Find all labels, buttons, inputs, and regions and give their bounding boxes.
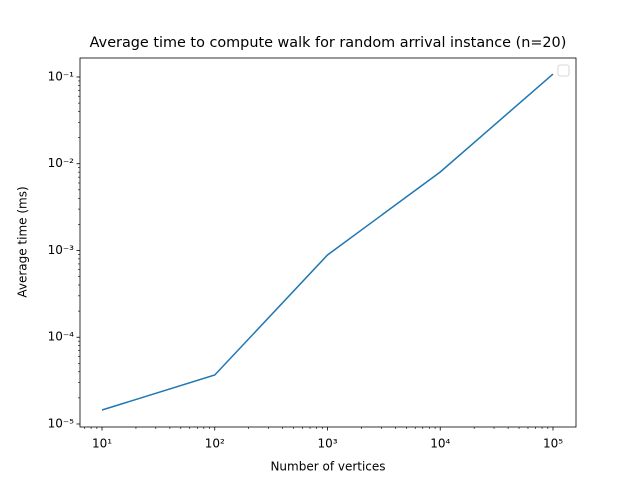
y-tick-label: 10⁻¹ <box>48 69 75 83</box>
data-line <box>101 73 554 411</box>
y-tick-label: 10⁻⁵ <box>48 416 75 430</box>
x-tick-label: 10⁴ <box>430 437 450 451</box>
y-axis-label: Average time (ms) <box>16 186 30 297</box>
x-axis-label: Number of vertices <box>270 460 385 474</box>
x-tick-label: 10⁵ <box>543 437 563 451</box>
x-tick-label: 10³ <box>317 437 337 451</box>
x-tick-label: 10² <box>205 437 225 451</box>
y-tick-label: 10⁻⁴ <box>48 330 75 344</box>
x-tick-label: 10¹ <box>92 437 112 451</box>
chart-title: Average time to compute walk for random … <box>90 35 567 51</box>
legend <box>557 64 570 77</box>
plot-frame <box>79 57 577 428</box>
y-tick-label: 10⁻³ <box>48 243 75 257</box>
y-tick-label: 10⁻² <box>48 156 75 170</box>
